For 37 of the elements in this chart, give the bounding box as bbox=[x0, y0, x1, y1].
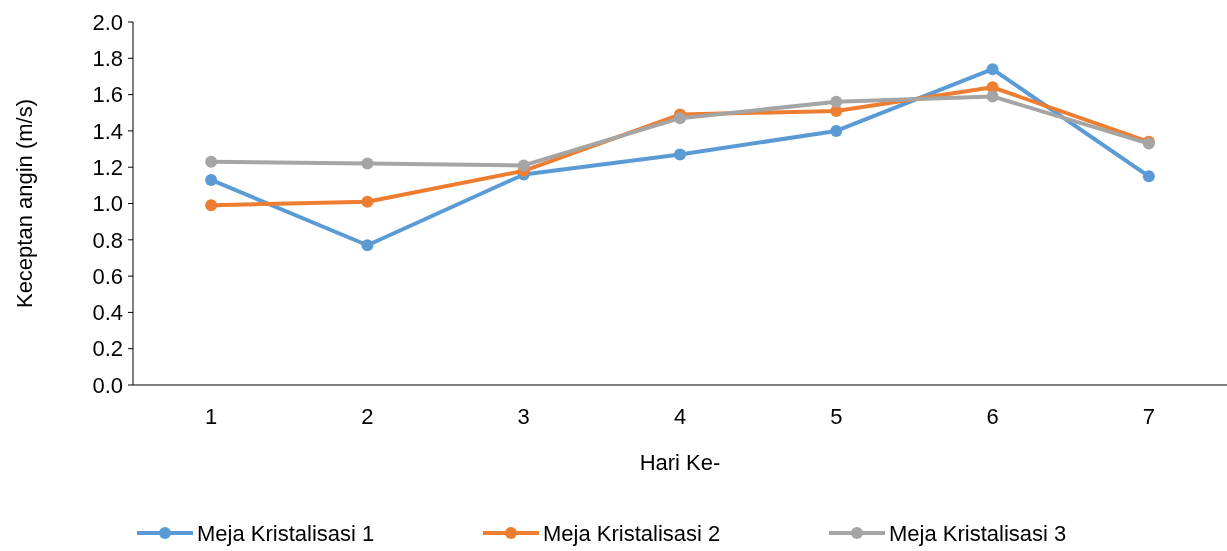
legend-label: Meja Kristalisasi 2 bbox=[543, 520, 721, 546]
point bbox=[1142, 170, 1155, 183]
point bbox=[205, 199, 218, 212]
point bbox=[830, 95, 843, 108]
x-tick-label: 1 bbox=[205, 404, 218, 429]
legend-label: Meja Kristalisasi 3 bbox=[889, 520, 1067, 546]
point bbox=[205, 155, 218, 168]
x-tick-label: 7 bbox=[1142, 404, 1155, 429]
point bbox=[674, 148, 686, 161]
y-tick-label: 0.8 bbox=[92, 227, 123, 253]
point bbox=[674, 112, 686, 125]
y-tick-label: 1.8 bbox=[92, 46, 123, 71]
y-tick-label: 1.6 bbox=[92, 82, 123, 108]
x-tick-label: 5 bbox=[830, 404, 843, 429]
legend-label: Meja Kristalisasi 1 bbox=[197, 520, 375, 546]
y-tick-label: 2.0 bbox=[92, 9, 123, 35]
y-tick-label: 1.0 bbox=[92, 191, 123, 217]
y-tick-label: 1.4 bbox=[92, 118, 123, 144]
y-tick-label: 0.4 bbox=[92, 300, 123, 326]
x-tick-label: 2 bbox=[361, 404, 374, 429]
x-tick-label: 4 bbox=[673, 404, 687, 429]
point bbox=[361, 157, 374, 170]
point bbox=[986, 90, 999, 103]
point bbox=[205, 173, 218, 186]
point bbox=[830, 124, 843, 137]
x-tick-label: 3 bbox=[517, 404, 530, 429]
point bbox=[517, 159, 530, 172]
y-tick-label: 0.0 bbox=[92, 372, 123, 398]
y-tick-label: 0.2 bbox=[92, 336, 123, 362]
point bbox=[361, 195, 374, 208]
y-axis-title: Keceptan angin (m/s) bbox=[12, 98, 37, 309]
x-axis-title: Hari Ke- bbox=[639, 450, 721, 475]
y-tick-label: 1.2 bbox=[92, 154, 123, 180]
y-tick-label: 0.6 bbox=[92, 263, 123, 289]
point bbox=[361, 239, 374, 252]
x-tick-label: 6 bbox=[986, 404, 999, 429]
point bbox=[986, 63, 999, 76]
